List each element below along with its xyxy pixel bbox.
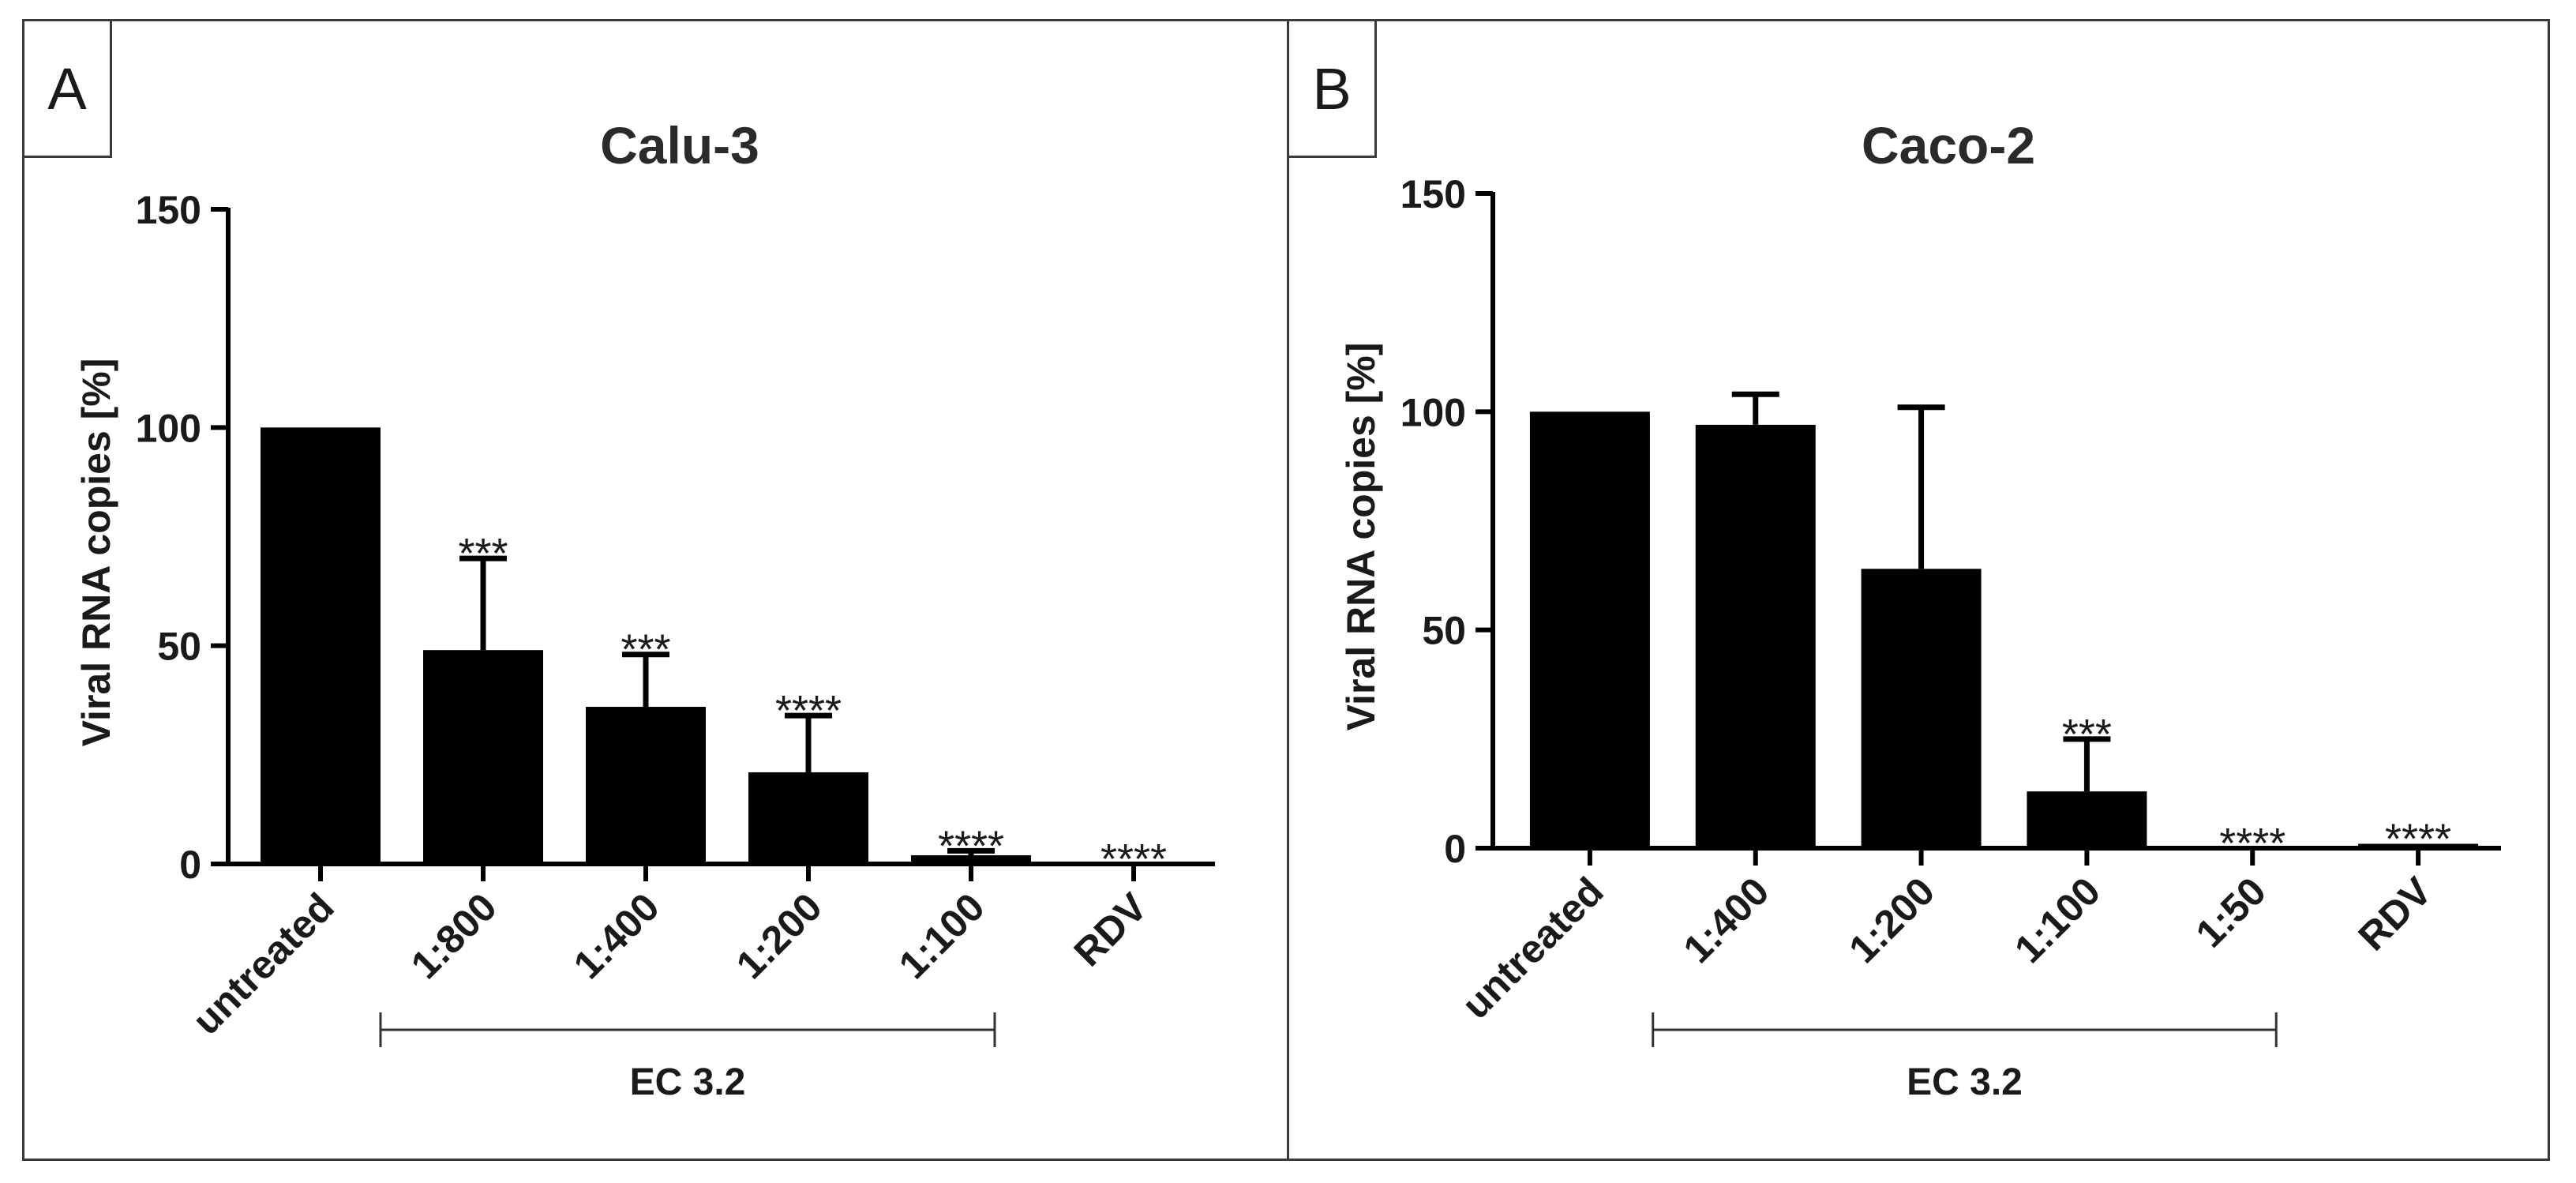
category-label-3: 1:100 <box>2006 869 2109 971</box>
y-tick-label-0: 0 <box>1444 827 1466 871</box>
category-label-3: 1:200 <box>728 884 831 987</box>
bar-0 <box>261 427 381 864</box>
y-tick-label-2: 100 <box>136 406 201 450</box>
bar-3 <box>748 772 868 864</box>
category-label-1: 1:400 <box>1674 869 1777 971</box>
bar-2 <box>1861 569 1982 848</box>
y-tick-label-0: 0 <box>179 843 201 887</box>
chart-title: Caco-2 <box>1862 116 2035 175</box>
category-label-4: 1:50 <box>2188 869 2274 956</box>
bar-0 <box>1529 411 1650 848</box>
chart-title: Calu-3 <box>600 116 759 175</box>
category-label-0: untreated <box>1453 869 1612 1027</box>
y-tick-label-3: 150 <box>136 188 201 232</box>
bar-1 <box>423 650 543 864</box>
y-tick-label-3: 150 <box>1400 172 1466 216</box>
bar-4 <box>911 854 1031 864</box>
category-label-5: RDV <box>2350 869 2441 960</box>
significance-label-3: *** <box>2062 711 2112 758</box>
category-label-4: 1:100 <box>891 884 993 987</box>
group-label: EC 3.2 <box>630 1061 746 1103</box>
group-label: EC 3.2 <box>1907 1061 2023 1103</box>
panel-letter-a-text: A <box>47 55 87 122</box>
panel-letter-b: B <box>1289 21 1377 158</box>
panel-a: A Calu-3 Viral RNA copies [%] *** *** **** **… <box>22 19 1295 1161</box>
bar-2 <box>586 707 706 864</box>
bar-3 <box>2027 791 2147 848</box>
significance-label-2: *** <box>621 626 670 674</box>
category-label-2: 1:200 <box>1840 869 1943 971</box>
panel-b: B Caco-2 Viral RNA copies [%] *** **** **** 0… <box>1287 19 2550 1161</box>
panel-letter-b-text: B <box>1312 55 1352 122</box>
y-tick-label-1: 50 <box>157 625 201 669</box>
panel-letter-a: A <box>24 21 112 158</box>
y-axis-label: Viral RNA copies [%] <box>1339 343 1383 731</box>
category-label-0: untreated <box>184 884 343 1043</box>
category-label-5: RDV <box>1066 884 1157 975</box>
significance-label-1: *** <box>458 530 508 577</box>
y-tick-label-2: 100 <box>1400 390 1466 434</box>
category-label-2: 1:400 <box>565 884 668 987</box>
bar-1 <box>1695 424 1816 848</box>
y-axis-label: Viral RNA copies [%] <box>74 359 118 747</box>
category-label-1: 1:800 <box>403 884 505 987</box>
y-tick-label-1: 50 <box>1422 609 1466 653</box>
significance-label-3: **** <box>775 687 842 734</box>
